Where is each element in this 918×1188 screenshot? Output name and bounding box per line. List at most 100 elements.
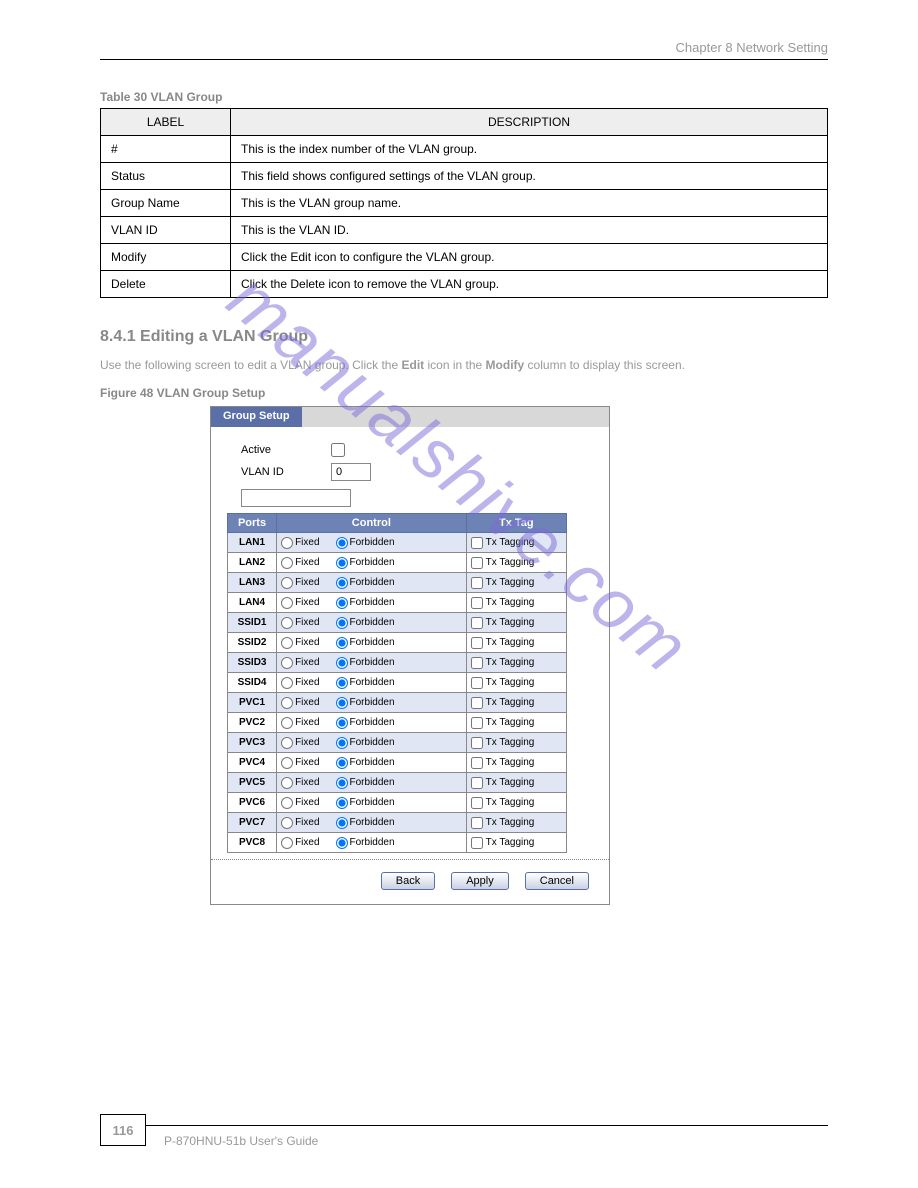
fixed-radio[interactable] xyxy=(281,557,293,569)
port-name: PVC5 xyxy=(228,773,277,793)
vlan-id-input[interactable] xyxy=(331,463,371,481)
forbidden-radio[interactable] xyxy=(336,597,348,609)
fixed-radio[interactable] xyxy=(281,617,293,629)
forbidden-radio[interactable] xyxy=(336,657,348,669)
fixed-radio[interactable] xyxy=(281,697,293,709)
tx-tagging-checkbox[interactable] xyxy=(471,637,483,649)
fixed-label: Fixed xyxy=(295,657,319,668)
fixed-radio[interactable] xyxy=(281,817,293,829)
body-text: Use the following screen to edit a VLAN … xyxy=(100,356,828,374)
tx-tagging-checkbox[interactable] xyxy=(471,717,483,729)
fixed-radio[interactable] xyxy=(281,577,293,589)
forbidden-radio[interactable] xyxy=(336,757,348,769)
fixed-radio[interactable] xyxy=(281,757,293,769)
table-row-label: Group Name xyxy=(101,190,231,217)
forbidden-label: Forbidden xyxy=(350,777,395,788)
chapter-title: Chapter 8 Network Setting xyxy=(100,40,828,55)
table-row: PVC4FixedForbiddenTx Tagging xyxy=(228,753,567,773)
fixed-label: Fixed xyxy=(295,757,319,768)
txtag-header: Tx Tag xyxy=(466,514,566,533)
txtag-cell: Tx Tagging xyxy=(466,633,566,653)
control-cell: FixedForbidden xyxy=(277,593,467,613)
doc-title: P-870HNU-51b User's Guide xyxy=(164,1134,318,1148)
forbidden-radio[interactable] xyxy=(336,797,348,809)
port-name: SSID2 xyxy=(228,633,277,653)
group-setup-tab[interactable]: Group Setup xyxy=(211,407,302,427)
forbidden-radio[interactable] xyxy=(336,617,348,629)
port-name: SSID3 xyxy=(228,653,277,673)
txtag-cell: Tx Tagging xyxy=(466,753,566,773)
tx-tagging-checkbox[interactable] xyxy=(471,557,483,569)
table-row-label: # xyxy=(101,136,231,163)
forbidden-radio[interactable] xyxy=(336,637,348,649)
control-cell: FixedForbidden xyxy=(277,573,467,593)
tx-tagging-label: Tx Tagging xyxy=(486,737,535,748)
back-button[interactable]: Back xyxy=(381,872,435,890)
fixed-radio[interactable] xyxy=(281,717,293,729)
fixed-radio[interactable] xyxy=(281,737,293,749)
table-row-desc: Click the Delete icon to remove the VLAN… xyxy=(231,271,828,298)
tx-tagging-checkbox[interactable] xyxy=(471,697,483,709)
fixed-radio[interactable] xyxy=(281,597,293,609)
tx-tagging-checkbox[interactable] xyxy=(471,577,483,589)
tx-tagging-checkbox[interactable] xyxy=(471,817,483,829)
fixed-radio[interactable] xyxy=(281,777,293,789)
forbidden-radio[interactable] xyxy=(336,577,348,589)
forbidden-radio[interactable] xyxy=(336,557,348,569)
tx-tagging-label: Tx Tagging xyxy=(486,757,535,768)
fixed-radio[interactable] xyxy=(281,637,293,649)
table-row-desc: Click the Edit icon to configure the VLA… xyxy=(231,244,828,271)
port-table: Ports Control Tx Tag LAN1FixedForbiddenT… xyxy=(227,513,567,853)
tx-tagging-checkbox[interactable] xyxy=(471,677,483,689)
port-name: PVC7 xyxy=(228,813,277,833)
tx-tagging-checkbox[interactable] xyxy=(471,777,483,789)
group-name-input[interactable] xyxy=(241,489,351,507)
forbidden-radio[interactable] xyxy=(336,537,348,549)
forbidden-label: Forbidden xyxy=(350,597,395,608)
forbidden-radio[interactable] xyxy=(336,717,348,729)
tx-tagging-checkbox[interactable] xyxy=(471,737,483,749)
fixed-label: Fixed xyxy=(295,737,319,748)
active-checkbox[interactable] xyxy=(331,443,345,457)
tx-tagging-checkbox[interactable] xyxy=(471,597,483,609)
forbidden-label: Forbidden xyxy=(350,697,395,708)
table-row: SSID1FixedForbiddenTx Tagging xyxy=(228,613,567,633)
forbidden-radio[interactable] xyxy=(336,817,348,829)
apply-button[interactable]: Apply xyxy=(451,872,509,890)
fixed-label: Fixed xyxy=(295,817,319,828)
table-row: PVC1FixedForbiddenTx Tagging xyxy=(228,693,567,713)
fixed-radio[interactable] xyxy=(281,837,293,849)
forbidden-radio[interactable] xyxy=(336,697,348,709)
control-cell: FixedForbidden xyxy=(277,673,467,693)
forbidden-label: Forbidden xyxy=(350,557,395,568)
section-heading: 8.4.1 Editing a VLAN Group xyxy=(100,328,828,346)
forbidden-radio[interactable] xyxy=(336,737,348,749)
txtag-cell: Tx Tagging xyxy=(466,813,566,833)
fixed-label: Fixed xyxy=(295,577,319,588)
fixed-radio[interactable] xyxy=(281,677,293,689)
table-caption: Table 30 VLAN Group xyxy=(100,90,828,104)
forbidden-radio[interactable] xyxy=(336,837,348,849)
forbidden-radio[interactable] xyxy=(336,677,348,689)
txtag-cell: Tx Tagging xyxy=(466,693,566,713)
fixed-radio[interactable] xyxy=(281,797,293,809)
port-name: PVC1 xyxy=(228,693,277,713)
control-cell: FixedForbidden xyxy=(277,693,467,713)
tx-tagging-checkbox[interactable] xyxy=(471,537,483,549)
tx-tagging-checkbox[interactable] xyxy=(471,617,483,629)
forbidden-radio[interactable] xyxy=(336,777,348,789)
tx-tagging-checkbox[interactable] xyxy=(471,797,483,809)
txtag-cell: Tx Tagging xyxy=(466,653,566,673)
fixed-label: Fixed xyxy=(295,717,319,728)
col-label: LABEL xyxy=(101,109,231,136)
fixed-radio[interactable] xyxy=(281,537,293,549)
tx-tagging-label: Tx Tagging xyxy=(486,677,535,688)
tx-tagging-checkbox[interactable] xyxy=(471,657,483,669)
cancel-button[interactable]: Cancel xyxy=(525,872,589,890)
tx-tagging-checkbox[interactable] xyxy=(471,837,483,849)
table-row: PVC2FixedForbiddenTx Tagging xyxy=(228,713,567,733)
forbidden-label: Forbidden xyxy=(350,817,395,828)
group-setup-screenshot: Group Setup Active VLAN ID Ports Control xyxy=(210,406,610,905)
tx-tagging-checkbox[interactable] xyxy=(471,757,483,769)
fixed-radio[interactable] xyxy=(281,657,293,669)
